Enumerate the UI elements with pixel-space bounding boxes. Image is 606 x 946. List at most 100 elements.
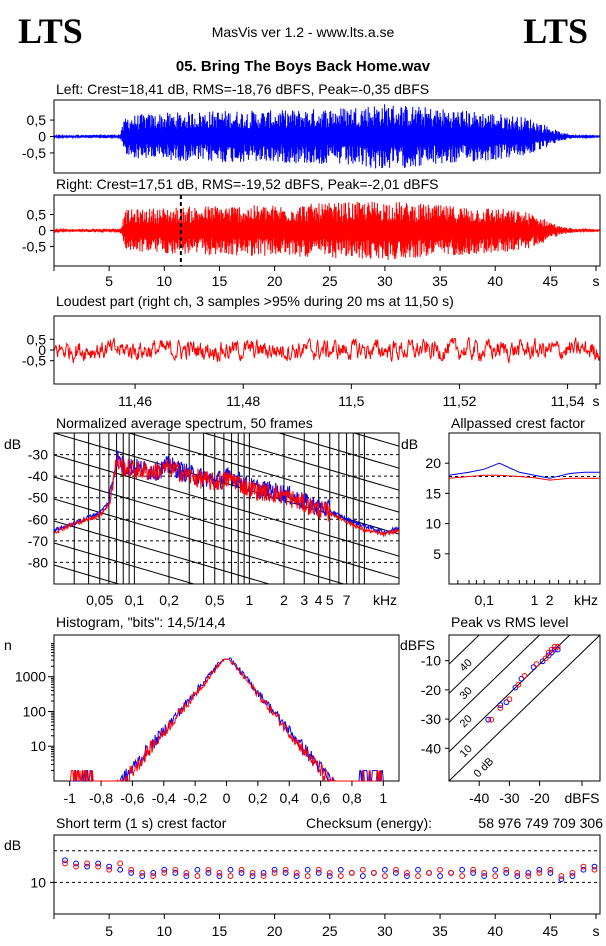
short-term-point [382,866,388,873]
short-term-point [216,870,223,876]
spectrum-xtick-label: 1 [245,592,253,608]
peak-rms-ytick-label: -10 [421,653,441,669]
peak-rms-point [518,675,525,682]
checksum-label: Checksum (energy): [306,815,432,831]
crest-ylabel: dB [401,436,418,452]
short-term-point [514,873,521,879]
loudest-part-title: Loudest part (right ch, 3 samples >95% d… [56,293,454,309]
peak-rms-point [503,699,510,706]
short-term-point [62,857,68,864]
loudest-part-xtick-label: s [593,393,600,409]
short-term-point [525,870,532,876]
crest-xtick-label: 0,1 [474,592,494,608]
short-term-point [591,866,598,873]
spectrum-ytick-label: -60 [28,511,48,527]
short-term-xtick-label: 35 [432,923,448,939]
left-channel-ytick-label: 0,5 [27,112,47,128]
right-channel-xtick-label: 30 [377,273,393,289]
short-term-point [437,873,443,879]
peak-rms-point [530,664,537,671]
short-term-point [591,863,598,870]
file-title: 05. Bring The Boys Back Home.wav [175,58,431,75]
short-term-point [558,873,565,879]
right-channel-series [54,201,600,261]
checksum-value: 58 976 749 709 306 [478,815,603,831]
short-term-frame [53,834,601,915]
short-term-ylabel: dB [4,837,21,853]
short-term-point [580,863,587,870]
short-term-point [536,870,543,876]
peak-rms-ytick-label: -20 [421,682,441,698]
crest-ytick-label: 10 [425,516,441,532]
app-title: MasVis ver 1.2 - www.lts.a.se [211,24,395,40]
short-term-point [249,873,256,879]
short-term-point [326,873,333,879]
peak-rms-xtick-label: -20 [529,790,549,806]
spectrum-xtick-label: 5 [326,592,334,608]
spectrum-xtick-label: 7 [343,592,351,608]
short-term-point [415,866,421,873]
histogram-ytick-label: 100 [23,703,47,719]
short-term-point [337,873,344,879]
short-term-point [514,870,521,876]
short-term-point [238,870,245,876]
short-term-point [525,873,532,879]
peak-rms-point [521,672,528,679]
peak-rms-xtick-label: dBFS [564,790,599,806]
spectrum-ytick-label: -40 [28,468,48,484]
short-term-point [470,866,477,873]
short-term-point [128,866,135,873]
short-term-point [282,866,289,873]
short-term-point [492,866,499,873]
loudest-part-ytick-label: 0 [38,342,46,358]
short-term-point [73,863,79,870]
right-channel-ytick-label: 0,5 [27,207,47,223]
short-term-point [382,873,388,879]
peak-rms-diagonal [449,635,480,665]
peak-rms-point [515,681,522,688]
short-term-title: Short term (1 s) crest factor [56,815,227,831]
short-term-point [227,866,234,873]
histogram-xtick-label: -0,4 [152,790,176,806]
short-term-point [370,870,377,876]
short-term-point [95,860,102,867]
short-term-point [481,870,488,876]
crest-frame [448,432,601,585]
peak-rms-point [512,684,519,691]
peak-rms-diagonal [449,635,511,695]
short-term-point [448,870,454,876]
short-term-point [459,866,466,873]
short-term-point [62,860,68,867]
short-term-point [205,870,212,876]
spectrum-title: Normalized average spectrum, 50 frames [56,415,313,431]
histogram-title: Histogram, "bits": 14,5/14,4 [56,614,226,630]
short-term-point [183,873,190,879]
short-term-point [359,866,366,873]
crest-series-right [448,474,600,481]
histogram-frame [53,634,400,782]
short-term-point [117,860,124,867]
peak-rms-ytick-label: -40 [421,740,441,756]
short-term-point [161,866,168,873]
peak-rms-diagonal-label: 0 dB [472,756,496,780]
short-term-point [172,870,179,876]
short-term-point [437,866,443,873]
spectrum-diagonal [202,433,399,491]
short-term-point [183,870,190,876]
spectrum-ytick-label: -30 [28,447,48,463]
short-term-point [260,870,267,876]
short-term-point [503,866,510,873]
right-channel-title: Right: Crest=17,51 dB, RMS=-19,52 dBFS, … [56,176,438,192]
histogram-xtick-label: 1 [379,790,387,806]
loudest-part-xtick-label: 11,54 [551,393,585,409]
short-term-point [393,870,399,876]
short-term-point [580,866,587,873]
histogram-series-left [69,657,384,782]
right-channel-xtick-label: 40 [487,273,503,289]
short-term-point [249,870,256,876]
short-term-point [503,870,510,876]
right-channel-xtick-label: 15 [212,273,228,289]
crest-series-left [448,462,600,479]
peak-rms-point [554,646,561,653]
short-term-point [404,873,410,879]
